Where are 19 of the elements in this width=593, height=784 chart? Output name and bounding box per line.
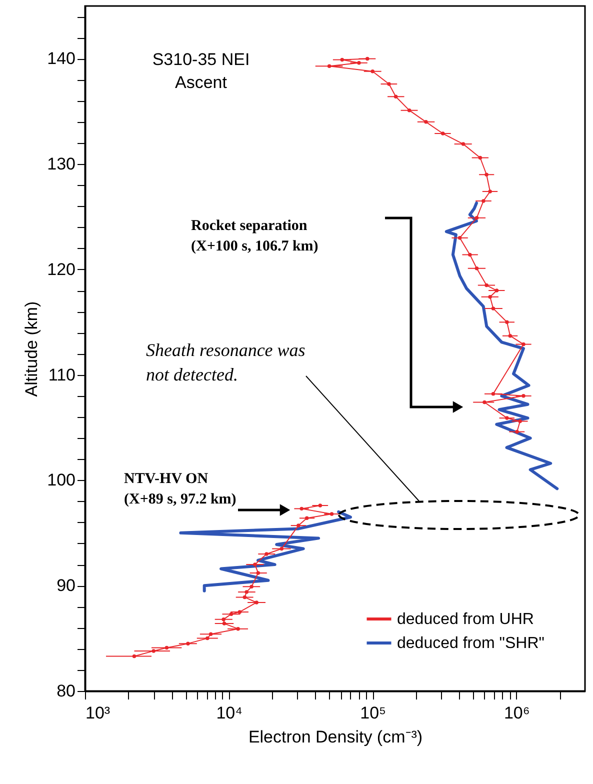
y-axis-title: Altitude (km) xyxy=(22,301,42,397)
legend-label: deduced from "SHR" xyxy=(397,635,544,652)
x-tick-label: 10³ xyxy=(86,704,110,722)
annotation: Rocket separation (X+100 s, 106.7 km) xyxy=(191,218,318,254)
y-tick-label: 130 xyxy=(47,154,76,174)
y-tick-label: 140 xyxy=(47,49,76,68)
y-tick-label: 120 xyxy=(47,260,76,279)
legend-label: deduced from UHR xyxy=(397,611,534,628)
y-tick-label: 90 xyxy=(56,576,76,596)
y-tick-label: 80 xyxy=(56,682,76,700)
annotation: NTV-HV ON (X+89 s, 97.2 km) xyxy=(124,471,236,508)
x-tick-label: 10⁴ xyxy=(216,704,242,722)
y-tick-label: 100 xyxy=(47,470,76,490)
x-tick-label: 10⁶ xyxy=(504,704,530,722)
annotation: S310-35 NEI Ascent xyxy=(152,50,250,92)
x-axis-title: Electron Density (cm⁻³) xyxy=(248,728,423,746)
annotation: Sheath resonance was not detected. xyxy=(146,340,306,384)
x-tick-label: 10⁵ xyxy=(360,704,386,722)
y-tick-label: 110 xyxy=(48,365,76,384)
